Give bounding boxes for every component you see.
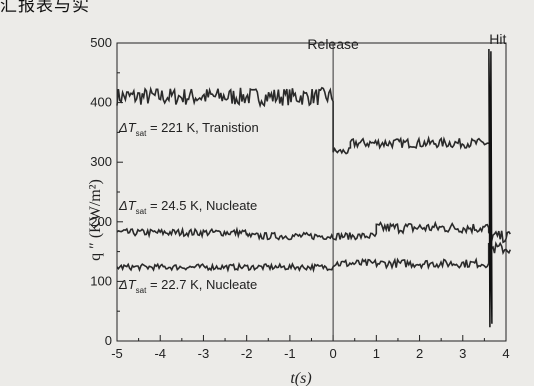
hit-label: Hit (489, 31, 506, 47)
y-tick-label: 500 (90, 35, 112, 50)
x-tick-label: 1 (373, 346, 380, 361)
x-axis-title: t(s) (290, 370, 311, 386)
x-tick-label: -5 (111, 346, 123, 361)
x-tick-label: -3 (198, 346, 210, 361)
series-line-1 (116, 85, 489, 155)
series-line-2 (116, 220, 511, 244)
y-tick-label: 400 (90, 95, 112, 110)
x-axis: -5 -4 -3 -2 -1 0 1 2 3 4 (111, 335, 510, 361)
series-label-2: ΔTsat = 24.5 K, Nucleate (118, 198, 257, 216)
x-tick-label: -2 (241, 346, 253, 361)
x-tick-label: 4 (502, 346, 509, 361)
header-text-fragment: 汇报表与实 (0, 0, 90, 16)
x-tick-label: -1 (284, 346, 296, 361)
y-tick-label: 300 (90, 154, 112, 169)
y-tick-label: 0 (105, 333, 112, 348)
event-markers: Release Hit (307, 31, 507, 341)
series-label-3: ΔTsat = 22.7 K, Nucleate (118, 277, 257, 295)
x-tick-label: 0 (329, 346, 336, 361)
series-line-3 (116, 241, 512, 274)
plot-frame (116, 42, 507, 342)
hit-spike (488, 48, 493, 328)
y-axis: 0 100 200 300 400 500 (90, 35, 123, 348)
y-axis-title: q ″ (KW/m²) (87, 179, 104, 261)
x-tick-label: 3 (459, 346, 466, 361)
series-label-1: ΔTsat = 221 K, Tranistion (118, 120, 259, 138)
y-tick-label: 100 (90, 273, 112, 288)
series-lines (116, 48, 512, 328)
series-annotations: ΔTsat = 221 K, Tranistion ΔTsat = 24.5 K,… (118, 120, 259, 295)
x-tick-label: -4 (154, 346, 166, 361)
release-label: Release (307, 36, 359, 52)
y-tick-label: 200 (90, 214, 112, 229)
x-tick-label: 2 (416, 346, 423, 361)
